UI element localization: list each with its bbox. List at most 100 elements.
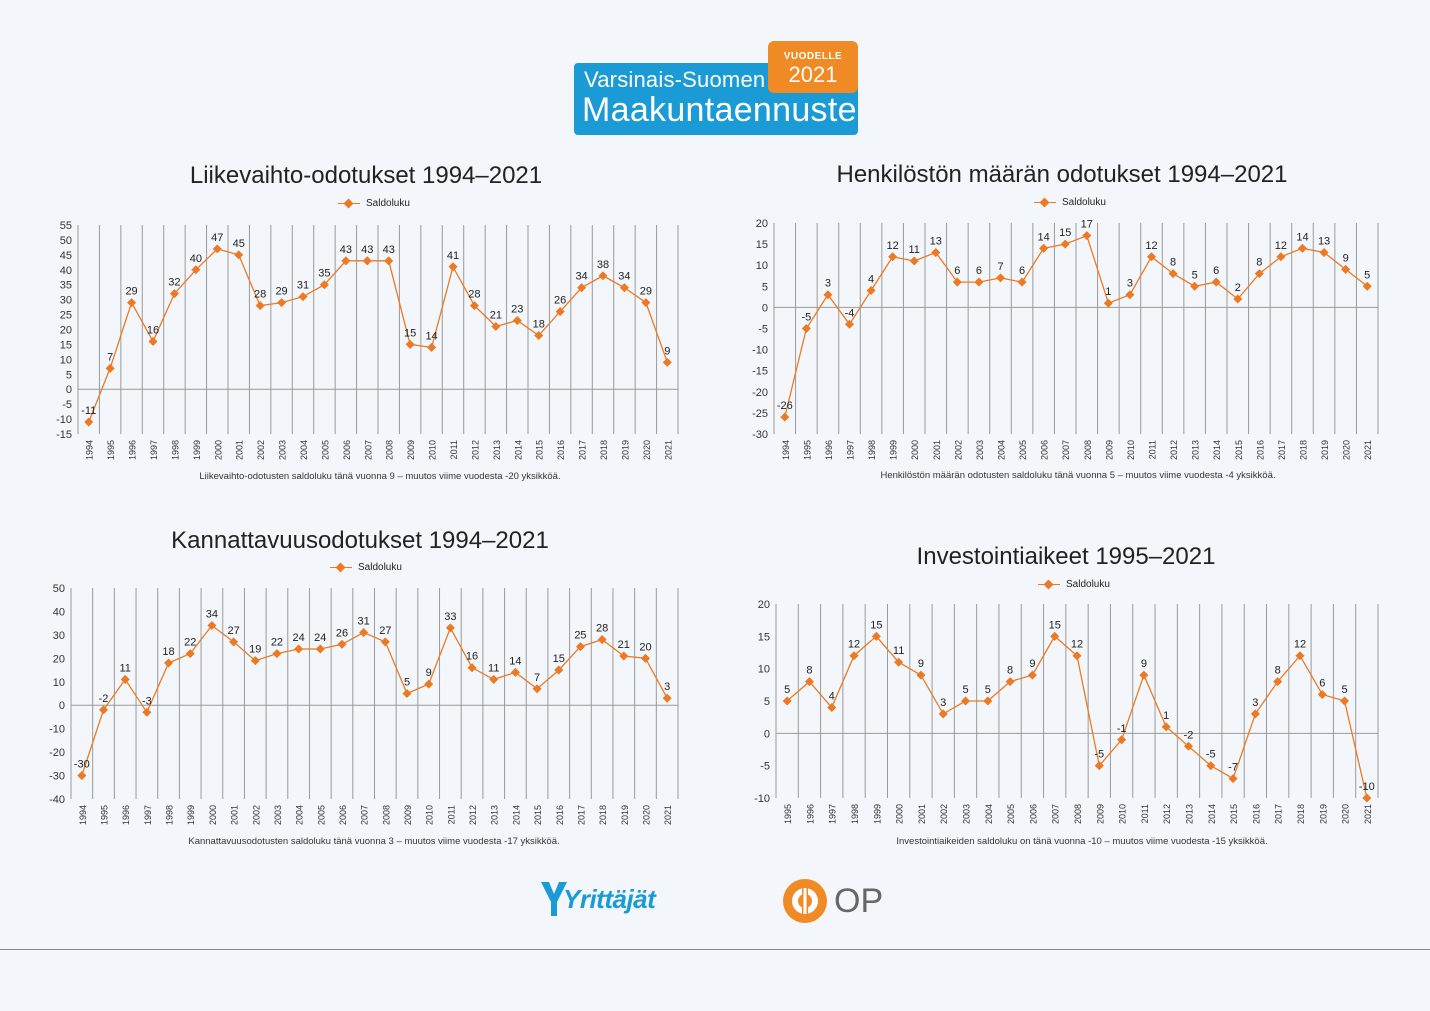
data-point-marker <box>277 298 287 308</box>
data-label: -7 <box>1228 762 1238 774</box>
data-point-marker <box>1125 290 1135 300</box>
data-point-marker <box>938 709 948 719</box>
y-tick-label: 10 <box>53 677 65 689</box>
x-tick-label: 1995 <box>100 805 110 825</box>
x-tick-label: 2013 <box>490 805 500 825</box>
data-label: 43 <box>340 244 352 256</box>
x-tick-label: 2003 <box>278 440 288 460</box>
data-point-marker <box>1362 793 1372 803</box>
data-label: 29 <box>275 286 287 298</box>
data-point-marker <box>384 256 394 266</box>
x-tick-label: 2006 <box>342 440 352 460</box>
x-tick-label: 2005 <box>1018 440 1028 460</box>
data-label: 11 <box>119 662 130 674</box>
x-tick-label: 2001 <box>917 804 927 824</box>
data-label: 3 <box>1252 697 1258 709</box>
x-tick-label: 2020 <box>1341 804 1351 824</box>
data-label: -2 <box>99 693 109 705</box>
data-label: 9 <box>1029 658 1035 670</box>
data-point-marker <box>662 357 672 367</box>
x-tick-label: 2001 <box>230 805 240 825</box>
x-tick-label: 2002 <box>939 804 949 824</box>
data-label: 6 <box>976 265 982 277</box>
data-label: 40 <box>190 253 202 265</box>
y-tick-label: 20 <box>758 599 770 611</box>
x-tick-label: 1996 <box>805 804 815 824</box>
data-point-marker <box>1297 243 1308 253</box>
data-point-marker <box>362 256 372 266</box>
data-label: 12 <box>848 639 860 651</box>
data-label: 8 <box>1170 257 1176 269</box>
y-tick-label: 5 <box>66 369 72 381</box>
x-tick-label: 2009 <box>403 805 413 825</box>
data-label: 29 <box>125 286 137 298</box>
x-tick-label: 2015 <box>533 805 543 825</box>
x-tick-label: 2006 <box>338 805 348 825</box>
series-line <box>81 624 668 776</box>
x-tick-label: 2007 <box>1051 804 1061 824</box>
data-label: 16 <box>147 324 159 336</box>
data-point-marker <box>909 256 919 266</box>
y-tick-label: -10 <box>49 724 65 736</box>
x-tick-label: 2007 <box>1061 440 1071 460</box>
x-tick-label: 2013 <box>1191 440 1201 460</box>
data-point-marker <box>84 417 94 427</box>
yrittajat-logo: Yrittäjät <box>541 880 696 920</box>
data-label: 29 <box>640 286 652 298</box>
data-point-marker <box>1161 722 1171 732</box>
x-tick-label: 1997 <box>149 440 159 460</box>
chart-caption-profitability: Kannattavuusodotusten saldoluku tänä vuo… <box>188 836 560 847</box>
chart-title-profitability: Kannattavuusodotukset 1994–2021 <box>171 527 549 554</box>
data-label: 12 <box>887 240 899 252</box>
x-tick-label: 2001 <box>235 440 245 460</box>
y-tick-label: 0 <box>59 700 65 712</box>
data-label: 9 <box>664 345 670 357</box>
data-point-marker <box>960 696 971 706</box>
x-tick-label: 2002 <box>251 805 261 825</box>
data-point-marker <box>801 323 811 334</box>
x-tick-label: 2003 <box>273 805 283 825</box>
data-point-marker <box>359 628 369 638</box>
data-label: 5 <box>1341 684 1347 696</box>
x-tick-label: 2003 <box>975 440 985 460</box>
data-label: 43 <box>383 244 395 256</box>
x-tick-label: 1995 <box>106 440 116 460</box>
x-tick-label: 1996 <box>128 440 138 460</box>
data-label: -5 <box>1206 749 1216 761</box>
y-tick-label: -5 <box>62 399 72 411</box>
x-tick-label: 1994 <box>85 440 95 460</box>
data-label: 5 <box>1364 269 1370 281</box>
x-tick-label: 2008 <box>385 440 395 460</box>
data-label: 27 <box>227 625 239 637</box>
data-point-marker <box>169 289 179 299</box>
x-tick-label: 2006 <box>1040 440 1050 460</box>
data-label: 3 <box>664 681 670 693</box>
data-point-marker <box>866 285 876 296</box>
data-point-marker <box>315 644 325 654</box>
data-label: 16 <box>466 651 478 663</box>
legend-label: Saldoluku <box>366 198 410 209</box>
line-chart-revenue: -15 -10 -5 0 5 10 15 20 25 30 35 40 45 50 55 1994 1995 19… <box>56 220 679 460</box>
data-label: -30 <box>74 759 90 771</box>
data-label: 5 <box>784 684 790 696</box>
data-label: 21 <box>490 310 502 322</box>
data-label: 9 <box>918 658 924 670</box>
op-symbol-icon <box>783 879 827 923</box>
data-label: -5 <box>801 312 811 324</box>
data-label: 31 <box>358 616 370 628</box>
chart-legend-personnel: Saldoluku <box>1034 197 1106 208</box>
x-tick-label: 2009 <box>1095 804 1105 824</box>
yrittajat-symbol-icon <box>541 882 567 916</box>
x-tick-label: 2021 <box>1363 440 1373 460</box>
chart-title-investment: Investointiaikeet 1995–2021 <box>916 543 1216 570</box>
series-line <box>784 234 1368 418</box>
data-label: 41 <box>447 250 459 262</box>
data-point-marker <box>148 336 158 346</box>
x-tick-label: 1997 <box>143 805 153 825</box>
data-label: 26 <box>554 295 566 307</box>
x-tick-label: 2013 <box>1184 804 1194 824</box>
data-label: 28 <box>596 623 608 635</box>
x-tick-label: 1998 <box>867 440 877 460</box>
y-tick-label: 10 <box>756 260 768 272</box>
